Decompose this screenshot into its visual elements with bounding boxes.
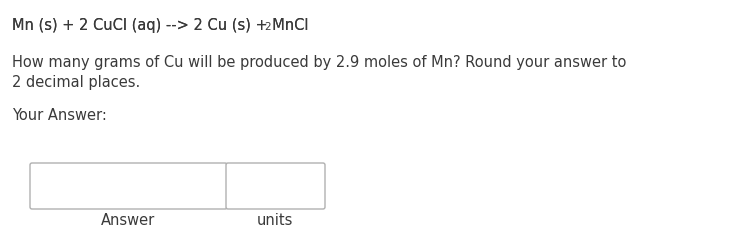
Text: Your Answer:: Your Answer:: [12, 108, 107, 123]
Text: 2 decimal places.: 2 decimal places.: [12, 75, 140, 90]
Text: Mn (s) + 2 CuCl (aq) --> 2 Cu (s) + MnCl: Mn (s) + 2 CuCl (aq) --> 2 Cu (s) + MnCl: [12, 18, 309, 33]
Text: Mn (s) + 2 CuCl (aq) --> 2 Cu (s) + MnCl: Mn (s) + 2 CuCl (aq) --> 2 Cu (s) + MnCl: [12, 18, 309, 33]
Text: How many grams of Cu will be produced by 2.9 moles of Mn? Round your answer to: How many grams of Cu will be produced by…: [12, 55, 626, 70]
Text: units: units: [257, 213, 293, 228]
FancyBboxPatch shape: [226, 163, 325, 209]
FancyBboxPatch shape: [30, 163, 227, 209]
Text: 2: 2: [264, 22, 271, 32]
Text: Answer: Answer: [101, 213, 155, 228]
